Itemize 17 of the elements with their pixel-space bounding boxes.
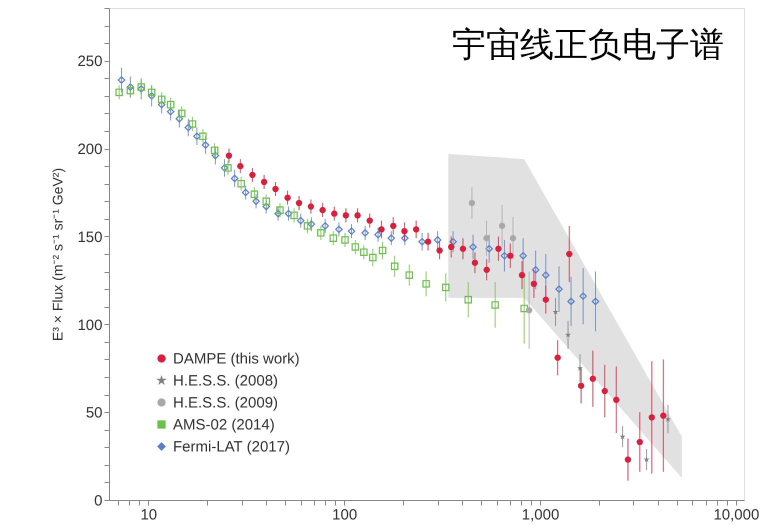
x-tick-label: 1,000: [522, 506, 560, 524]
legend-label: AMS-02 (2014): [173, 416, 275, 434]
x-tick-label: 10: [140, 506, 158, 524]
y-tick-label: 100: [77, 316, 102, 334]
text: 宇宙线正负电子谱: [452, 25, 724, 65]
legend-label: H.E.S.S. (2008): [173, 372, 278, 390]
y-tick-label: 200: [77, 141, 102, 158]
y-axis-title: E³ × Flux (m⁻² s⁻¹ sr⁻¹ GeV²): [49, 168, 66, 342]
legend-label: DAMPE (this work): [173, 350, 300, 368]
x-tick-label: 100: [332, 506, 358, 524]
y-tick-label: 50: [86, 404, 102, 422]
y-tick-label: 250: [77, 53, 102, 70]
x-tick-label: 10,000: [713, 506, 760, 524]
legend-label: H.E.S.S. (2009): [173, 394, 278, 412]
y-tick-label: 0: [94, 492, 102, 510]
legend-label: Fermi-LAT (2017): [173, 438, 290, 456]
y-tick-label: 150: [77, 228, 102, 246]
